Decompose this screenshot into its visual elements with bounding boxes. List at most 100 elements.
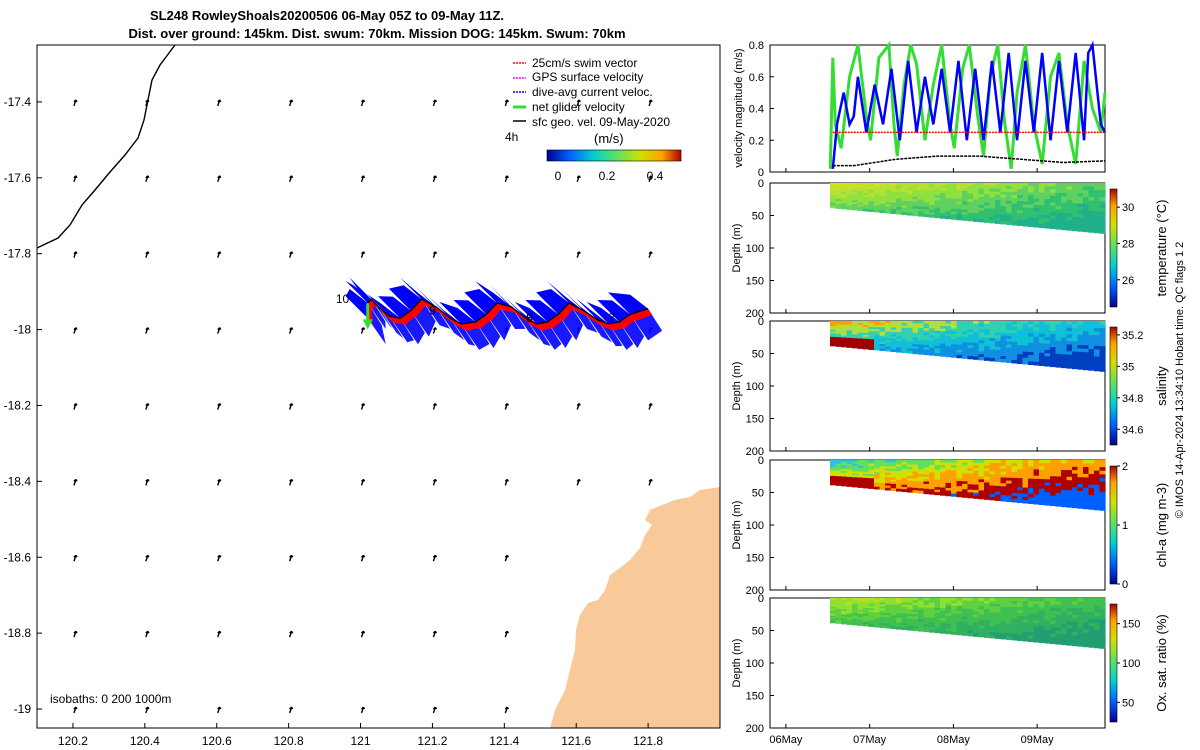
section-ytick-label: 100 [746,658,764,670]
section-cell [989,471,996,475]
section-cell [912,485,919,489]
section-cell [912,483,919,487]
section-cell [945,188,952,192]
section-cell [1094,612,1101,617]
section-cell [896,327,903,331]
section-cell [940,323,947,327]
section-cell [1077,477,1084,482]
section-cell [1000,621,1007,625]
sfc-geo-arrow [432,402,438,410]
section-cell [973,484,980,488]
section-cell [973,213,980,217]
section-cell [973,462,980,467]
section-cell [934,333,941,337]
section-cell [901,604,908,608]
section-cell [918,185,925,189]
section-cell [912,607,919,611]
section-cell [852,467,859,471]
section-cell [967,627,974,631]
section-cell [852,188,859,192]
section-cell [956,629,963,633]
section-cell [1017,460,1024,464]
section-cell [841,469,848,472]
sfc-geo-arrow [145,706,150,714]
section-cell [945,467,952,471]
section-cell [852,184,859,188]
section-cell [1077,186,1084,191]
section-cell [1033,220,1040,225]
section-cell [1050,604,1057,609]
section-cell [901,198,908,202]
section-cell [978,487,985,492]
map-colorbar [546,149,682,162]
section-cell [846,611,853,614]
section-cell [951,485,958,489]
section-cell [879,621,886,624]
section-cell [923,607,930,611]
section-cell [863,190,870,194]
section-cell [1022,487,1029,492]
section-cell [962,600,969,604]
section-cell [868,600,875,603]
section-cell [830,333,837,336]
section-cell [956,613,963,617]
section-cell [945,354,952,358]
sfc-geo-arrow [217,327,222,334]
section-cell [995,203,1002,207]
section-cell [835,328,842,331]
section-cell [863,324,870,328]
section-cell [901,477,908,481]
section-cell [1022,189,1029,193]
section-cell [967,215,974,219]
section-cell [940,620,947,624]
map-frame [36,44,721,729]
section-cell [907,203,914,207]
section-cell [868,201,875,204]
section-cell [995,606,1002,611]
section-cell [879,325,886,328]
section-cell [995,488,1002,493]
section-cell [879,598,886,601]
section-cell [984,474,991,478]
section-cell [995,321,1002,325]
section-cell [918,201,925,205]
section-cell [1017,195,1024,199]
section-cell [1050,212,1057,217]
section-cell [1044,479,1051,484]
section-cell [918,335,925,339]
section-cell [1028,189,1035,193]
section-cell [923,460,930,463]
section-cell [951,208,958,212]
section-cell [1039,460,1046,464]
section-cell [1028,204,1035,209]
dive-avg-current-vector [371,299,393,329]
section-cell [879,335,886,339]
section-cell [1028,625,1035,630]
section-cell [1028,327,1035,331]
section-cell [1039,346,1046,351]
section-cell [1033,491,1040,496]
sfc-geo-arrow [73,706,78,714]
section-cell [874,476,881,480]
section-cell [995,355,1002,360]
sfc-geo-arrow [217,175,222,183]
velocity-ylabel: velocity magnitude (m/s) [733,48,745,167]
section-cell [857,342,864,345]
section-cell [874,624,881,628]
section-cell [830,184,837,188]
section-cell [940,183,947,187]
section-cell [973,326,980,330]
section-cell [962,183,969,187]
section-ylabel: Depth (m) [731,501,743,550]
section-cell [835,186,842,190]
section-cell [1050,617,1057,622]
section-cell [879,623,886,626]
section-cell [1017,321,1024,325]
section-cell [835,465,842,468]
sfc-geo-arrow [145,175,150,183]
section-cell [1061,354,1068,359]
section-cell [940,326,947,330]
section-cell [879,606,886,610]
section-cell [890,347,897,350]
